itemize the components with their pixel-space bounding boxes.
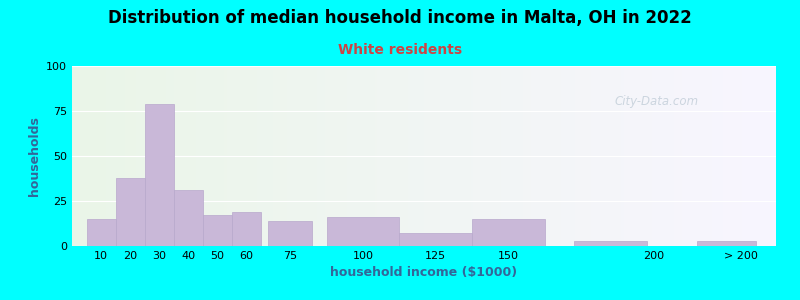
Bar bbox=[268, 221, 312, 246]
Bar bbox=[145, 104, 174, 246]
Bar bbox=[472, 219, 545, 246]
X-axis label: household income ($1000): household income ($1000) bbox=[330, 266, 518, 279]
Text: City-Data.com: City-Data.com bbox=[614, 95, 698, 109]
Bar bbox=[698, 241, 756, 246]
Text: White residents: White residents bbox=[338, 44, 462, 58]
Bar bbox=[399, 233, 472, 246]
Bar bbox=[574, 241, 646, 246]
Bar bbox=[174, 190, 203, 246]
Text: Distribution of median household income in Malta, OH in 2022: Distribution of median household income … bbox=[108, 9, 692, 27]
Bar bbox=[203, 215, 232, 246]
Y-axis label: households: households bbox=[27, 116, 41, 196]
Bar bbox=[232, 212, 261, 246]
Bar bbox=[86, 219, 116, 246]
Bar bbox=[326, 217, 399, 246]
Bar bbox=[116, 178, 145, 246]
